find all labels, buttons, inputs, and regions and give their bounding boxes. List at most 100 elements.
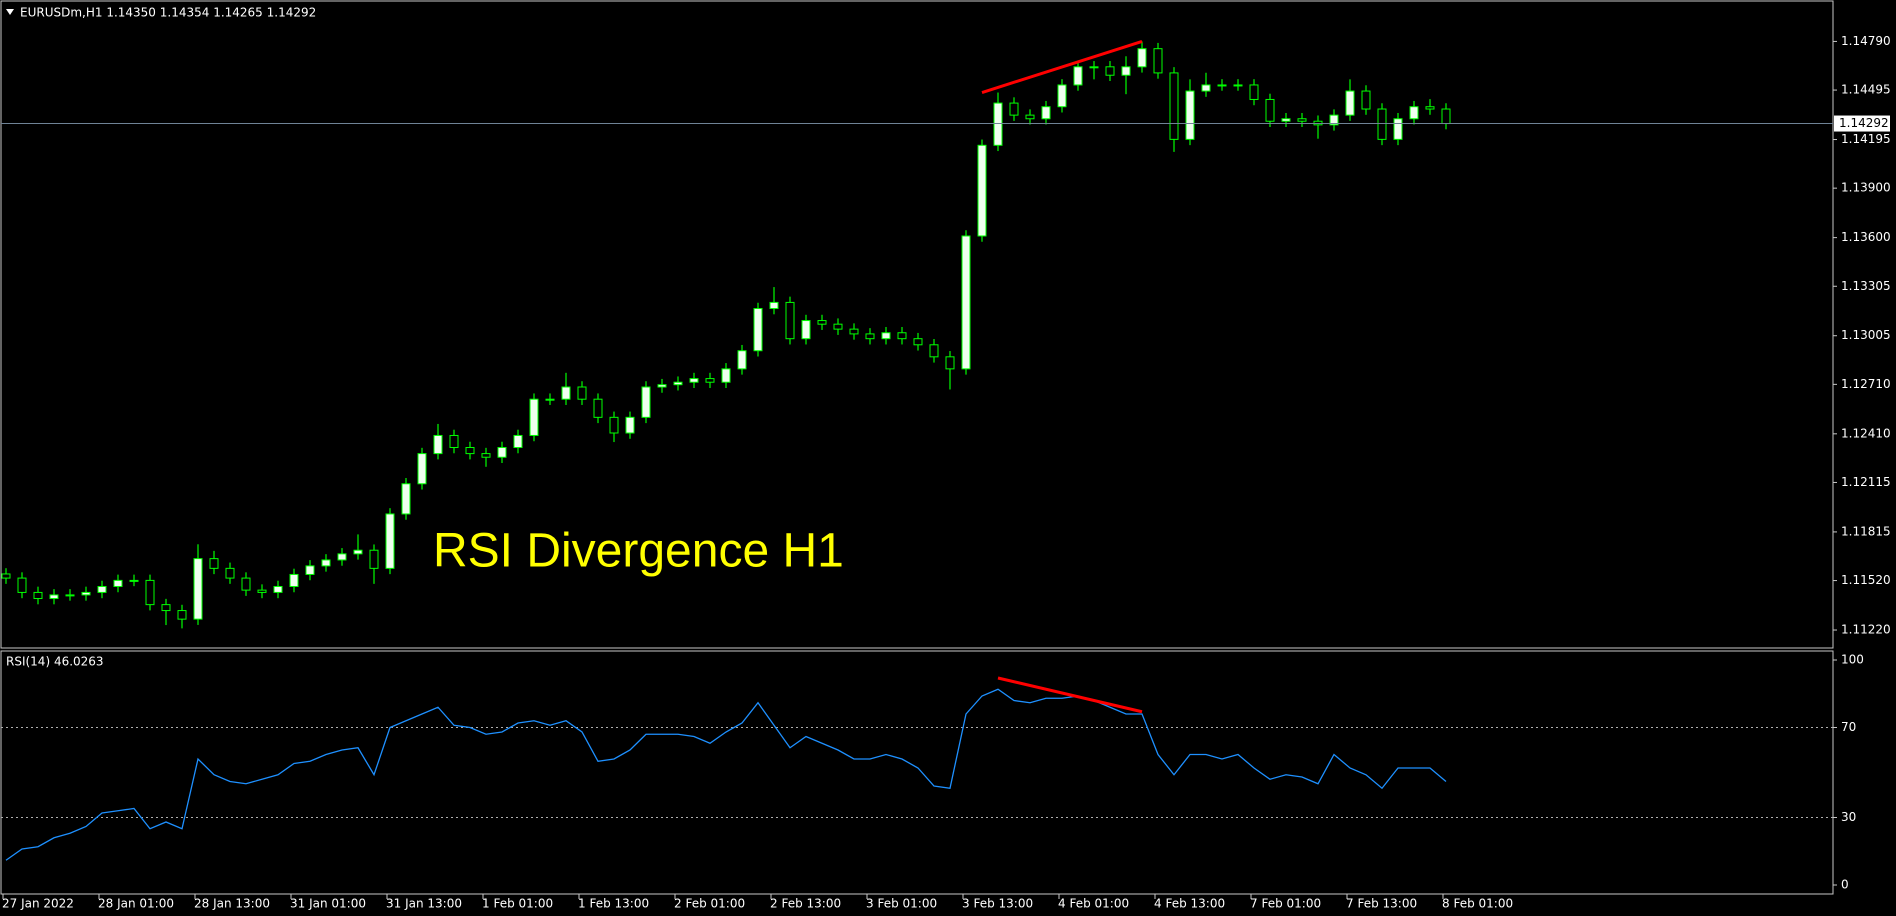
last-price-box bbox=[1834, 115, 1890, 132]
candle-body bbox=[1169, 72, 1179, 140]
candle-body bbox=[1393, 118, 1403, 140]
candle-body bbox=[1137, 48, 1147, 68]
candle-body bbox=[1201, 84, 1211, 92]
x-tick-label: 4 Feb 13:00 bbox=[1154, 897, 1225, 911]
candle-body bbox=[1, 573, 11, 579]
y-tick-label: 1.11220 bbox=[1841, 623, 1891, 637]
candle-body bbox=[977, 144, 987, 237]
candle-body bbox=[337, 553, 347, 561]
candle-body bbox=[1345, 90, 1355, 116]
candle-body bbox=[769, 301, 779, 310]
candle-body bbox=[1265, 98, 1275, 122]
candle-body bbox=[609, 416, 619, 434]
candle-body bbox=[161, 604, 171, 612]
candle-body bbox=[1057, 84, 1067, 108]
candle-body bbox=[1281, 118, 1291, 122]
candle-body bbox=[1361, 90, 1371, 110]
candle-body bbox=[65, 594, 75, 597]
candle-body bbox=[545, 398, 555, 401]
dropdown-arrow[interactable] bbox=[6, 9, 14, 15]
candle-body bbox=[417, 453, 427, 485]
x-tick-label: 28 Jan 01:00 bbox=[98, 897, 174, 911]
candle-body bbox=[193, 558, 203, 620]
candle-body bbox=[817, 320, 827, 325]
y-tick-label: 1.14495 bbox=[1841, 83, 1891, 97]
candle-body bbox=[513, 434, 523, 449]
candle-body bbox=[129, 579, 139, 582]
candle-body bbox=[705, 378, 715, 383]
candle-body bbox=[305, 565, 315, 575]
candle-body bbox=[961, 235, 971, 370]
candle-body bbox=[593, 398, 603, 418]
candle-body bbox=[1185, 90, 1195, 140]
last-price-label: 1.14292 bbox=[1839, 116, 1889, 130]
candle-body bbox=[641, 386, 651, 418]
candle-body bbox=[1153, 48, 1163, 74]
y-tick-label: 1.11815 bbox=[1841, 524, 1891, 538]
candle-body bbox=[577, 386, 587, 400]
rsi-panel bbox=[0, 650, 1834, 895]
x-tick-label: 31 Jan 01:00 bbox=[290, 897, 366, 911]
candle-body bbox=[1233, 84, 1243, 87]
y-tick-label: 100 bbox=[1841, 653, 1864, 667]
candle-body bbox=[785, 301, 795, 340]
y-tick-label: 0 bbox=[1841, 878, 1849, 892]
y-tick-label: 1.14195 bbox=[1841, 132, 1891, 146]
x-tick-label: 2 Feb 01:00 bbox=[674, 897, 745, 911]
candle-body bbox=[225, 567, 235, 579]
y-tick-label: 1.11520 bbox=[1841, 573, 1891, 587]
candle-body bbox=[1105, 66, 1115, 76]
candle-body bbox=[273, 585, 283, 593]
candle-body bbox=[881, 332, 891, 340]
candle-body bbox=[993, 102, 1003, 146]
y-tick-label: 1.13005 bbox=[1841, 328, 1891, 342]
rsi-title: RSI(14) 46.0263 bbox=[6, 655, 104, 669]
candle-body bbox=[929, 344, 939, 358]
candle-body bbox=[849, 328, 859, 335]
candle-body bbox=[801, 320, 811, 340]
candle-body bbox=[33, 591, 43, 600]
y-tick-label: 1.12410 bbox=[1841, 426, 1891, 440]
candle-body bbox=[481, 453, 491, 458]
candle-body bbox=[81, 591, 91, 596]
candle-body bbox=[209, 558, 219, 569]
candle-body bbox=[913, 338, 923, 346]
y-tick-label: 1.14790 bbox=[1841, 34, 1891, 48]
y-tick-label: 30 bbox=[1841, 810, 1856, 824]
candle-body bbox=[1409, 106, 1419, 120]
x-tick-label: 8 Feb 01:00 bbox=[1442, 897, 1513, 911]
candle-body bbox=[49, 594, 59, 600]
candle-body bbox=[689, 378, 699, 383]
candle-body bbox=[737, 350, 747, 370]
candle-body bbox=[865, 333, 875, 340]
y-tick-label: 1.13900 bbox=[1841, 181, 1891, 195]
candle-body bbox=[449, 434, 459, 449]
candle-body bbox=[529, 398, 539, 436]
x-tick-label: 7 Feb 13:00 bbox=[1346, 897, 1417, 911]
candle-body bbox=[1041, 106, 1051, 120]
candle-body bbox=[1025, 114, 1035, 120]
candle-body bbox=[721, 368, 731, 383]
candle-body bbox=[241, 577, 251, 591]
candle-body bbox=[1009, 102, 1019, 116]
candle-body bbox=[1329, 114, 1339, 126]
rsi-line bbox=[5, 688, 1447, 861]
divergence-trendline bbox=[981, 39, 1143, 94]
x-tick-label: 28 Jan 13:00 bbox=[194, 897, 270, 911]
candle-body bbox=[113, 579, 123, 587]
candle-body bbox=[97, 585, 107, 593]
candle-body bbox=[625, 416, 635, 434]
candle-body bbox=[289, 573, 299, 587]
candle-body bbox=[17, 577, 27, 593]
candle-body bbox=[1121, 66, 1131, 76]
candle-body bbox=[321, 559, 331, 567]
candle-body bbox=[1089, 66, 1099, 69]
x-tick-label: 7 Feb 01:00 bbox=[1250, 897, 1321, 911]
divergence-trendline bbox=[997, 676, 1143, 714]
candle-body bbox=[1217, 84, 1227, 87]
candle-body bbox=[561, 386, 571, 400]
candle-body bbox=[257, 589, 267, 593]
candle-body bbox=[145, 579, 155, 606]
x-tick-label: 1 Feb 01:00 bbox=[482, 897, 553, 911]
